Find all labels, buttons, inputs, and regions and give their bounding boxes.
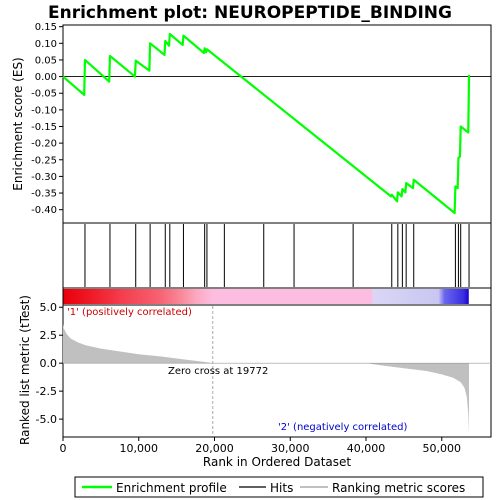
x-tick-label: 20,000 (195, 442, 234, 455)
zero-cross-label: Zero cross at 19772 (168, 366, 268, 377)
legend-label-enrichment-profile: Enrichment profile (116, 481, 227, 495)
enrichment-profile-line (62, 32, 471, 215)
es-y-tick-label: 0.10 (35, 39, 57, 50)
negative-correlation-label: '2' (negatively correlated) (278, 422, 407, 433)
x-tick-label: 50,000 (423, 442, 462, 455)
metric-y-tick-label: -2.5 (36, 385, 57, 398)
es-y-tick-label: -0.30 (31, 172, 57, 183)
heatmap-panel (63, 289, 469, 304)
x-tick-label: 30,000 (271, 442, 310, 455)
x-axis-label: Rank in Ordered Dataset (203, 455, 351, 469)
es-y-axis-label: Enrichment score (ES) (11, 57, 25, 190)
metric-y-tick-label: 2.5 (40, 329, 58, 342)
hits-panel (84, 224, 470, 287)
legend-label-ranking-metric: Ranking metric scores (332, 481, 465, 495)
es-y-tick-label: 0.05 (35, 55, 57, 66)
metric-y-tick-label: 0.0 (40, 357, 58, 370)
metric-y-tick-label: -5.0 (36, 413, 57, 426)
metric-panel: 5.0 2.5 0.0 -2.5 -5.0 0 10,000 20,000 30,000 40,0… (36, 301, 491, 455)
legend: Enrichment profile Hits Ranking metric s… (74, 476, 484, 498)
legend-label-hits: Hits (270, 481, 293, 495)
metric-y-tick-label: 5.0 (40, 301, 58, 314)
chart-title: Enrichment plot: NEUROPEPTIDE_BINDING (48, 3, 452, 23)
es-y-tick-label: 0.00 (35, 72, 57, 83)
es-y-tick-label: -0.10 (31, 105, 57, 116)
es-y-tick-label: -0.05 (31, 89, 57, 100)
es-y-tick-label: -0.25 (31, 155, 57, 166)
x-tick-label: 10,000 (120, 442, 159, 455)
es-y-tick-label: -0.15 (31, 122, 57, 133)
x-tick-label: 0 (60, 442, 67, 455)
es-y-tick-label: -0.35 (31, 189, 57, 200)
positive-correlation-label: '1' (positively correlated) (67, 307, 192, 318)
metric-panel-frame (62, 304, 492, 438)
metric-y-axis-label: Ranked list metric (tTest) (18, 295, 32, 445)
es-y-tick-label: 0.15 (35, 22, 57, 33)
es-panel: 0.15 0.10 0.05 0.00 -0.05 -0.10 -0.15 -0.20 -0.2… (31, 22, 491, 216)
es-y-tick-label: -0.40 (31, 205, 57, 216)
correlation-heatmap-bar (63, 289, 469, 304)
legend-box (74, 476, 484, 498)
x-tick-label: 40,000 (347, 442, 386, 455)
es-y-tick-label: -0.20 (31, 139, 57, 150)
